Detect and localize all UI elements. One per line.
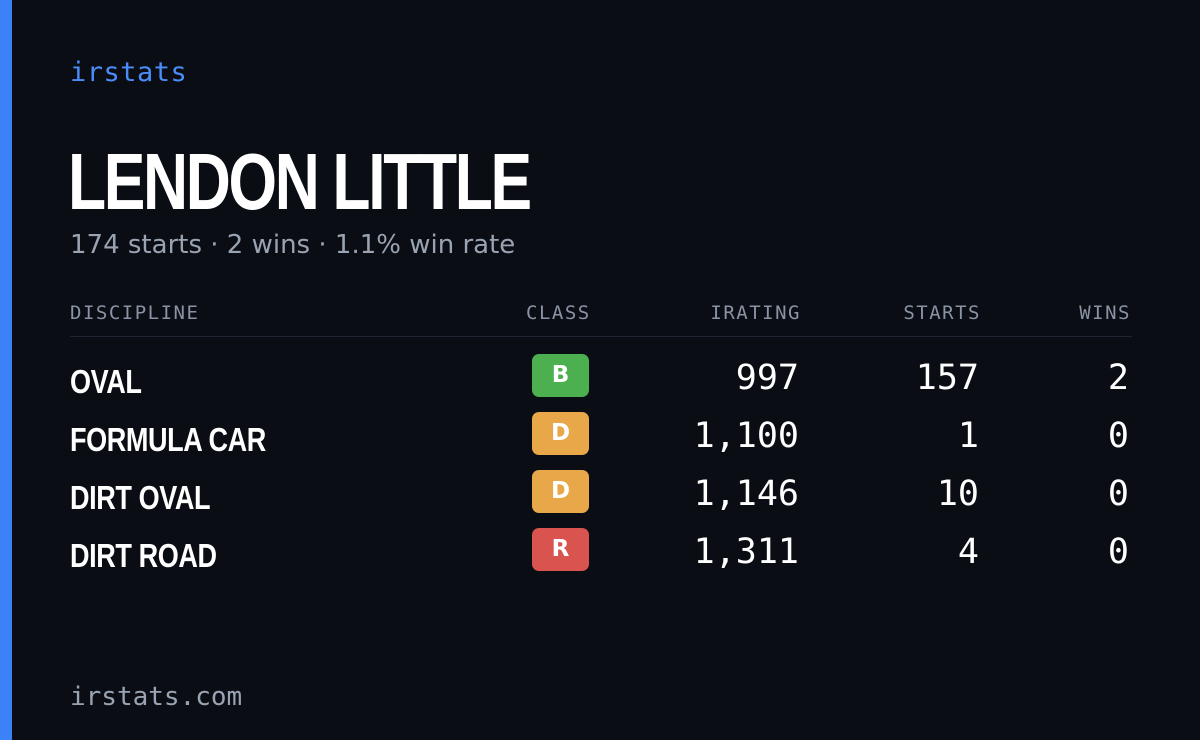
table-row: FORMULA CAR D 1,100 1 0 [70,412,1132,470]
license-class-badge: D [532,412,589,455]
brand-logo: irstats [70,57,188,88]
starts-value: 157 [915,358,979,398]
discipline-name: DIRT OVAL [70,479,211,516]
wins-value: 0 [1107,532,1129,572]
footer-url: irstats.com [70,682,243,712]
wins-value: 0 [1107,416,1129,456]
irating-value: 1,146 [693,474,799,514]
license-class-badge: D [532,470,589,513]
wins-value: 2 [1107,358,1129,398]
starts-value: 1 [957,416,979,456]
header-wins: WINS [1079,302,1131,324]
license-class-badge: R [532,528,589,571]
irating-value: 1,311 [693,532,799,572]
irating-value: 997 [735,358,799,398]
table-row: OVAL B 997 157 2 [70,354,1132,412]
header-discipline: DISCIPLINE [70,302,200,324]
header-irating: IRATING [710,302,801,324]
table-header: DISCIPLINE CLASS IRATING STARTS WINS [70,298,1132,337]
starts-value: 10 [936,474,979,514]
license-class-badge: B [532,354,589,397]
table-row: DIRT ROAD R 1,311 4 0 [70,528,1132,586]
accent-bar [0,0,12,740]
driver-summary: 174 starts · 2 wins · 1.1% win rate [70,230,516,260]
discipline-name: OVAL [70,363,142,400]
discipline-name: FORMULA CAR [70,421,266,458]
table-row: DIRT OVAL D 1,146 10 0 [70,470,1132,528]
wins-value: 0 [1107,474,1129,514]
header-starts: STARTS [903,302,981,324]
driver-name: LENDON LITTLE [68,137,532,226]
header-class: CLASS [526,302,591,324]
discipline-name: DIRT ROAD [70,537,217,574]
starts-value: 4 [957,532,979,572]
irating-value: 1,100 [693,416,799,456]
